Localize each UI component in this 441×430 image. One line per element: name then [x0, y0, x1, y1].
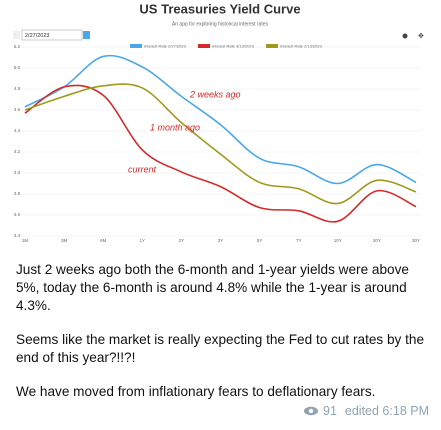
x-tick-label: 1Y — [140, 238, 146, 243]
message: Just 2 weeks ago both the 6-month and 1-… — [0, 245, 441, 430]
legend-label: Interest Rate 2/27/2023 — [144, 44, 187, 49]
chart-title: US Treasuries Yield Curve — [139, 1, 300, 16]
expand-icon[interactable]: ✥ — [418, 32, 424, 40]
message-footer: 91 edited 6:18 PM — [303, 404, 429, 418]
chart-bg — [0, 0, 441, 245]
view-count: 91 — [323, 404, 337, 418]
legend-label: Interest Rate 3/13/2023 — [212, 44, 255, 49]
x-tick-label: 6M — [100, 238, 107, 243]
message-paragraph: Seems like the market is really expectin… — [16, 332, 425, 365]
chart: US Treasuries Yield Curve An app for exp… — [0, 0, 441, 245]
y-tick-label: 4.4 — [14, 128, 21, 133]
x-tick-label: 1M — [22, 238, 29, 243]
x-tick-label: 7Y — [296, 238, 302, 243]
series-line — [24, 54, 417, 185]
y-tick-label: 3.8 — [14, 191, 21, 196]
series-line — [24, 84, 417, 223]
x-tick-label: 10Y — [334, 238, 342, 243]
x-tick-label: 20Y — [373, 238, 381, 243]
x-tick-label: 5Y — [257, 238, 263, 243]
edited-time: edited 6:18 PM — [344, 404, 429, 418]
message-paragraph: We have moved from inflationary fears to… — [16, 384, 376, 399]
x-tick-label: 2Y — [179, 238, 185, 243]
legend-swatch — [130, 44, 142, 48]
y-tick-label: 4.6 — [14, 107, 21, 112]
prev-button[interactable] — [13, 31, 20, 39]
y-tick-label: 4.8 — [14, 86, 21, 91]
x-tick-label: 3Y — [218, 238, 224, 243]
y-tick-label: 3.4 — [14, 233, 21, 238]
chart-subtitle: An app for exploring historical interest… — [172, 21, 269, 27]
message-paragraph: Just 2 weeks ago both the 6-month and 1-… — [16, 262, 409, 313]
date-input-text: 2/27/2023 — [25, 33, 49, 39]
next-button[interactable] — [83, 31, 90, 39]
y-tick-label: 5.2 — [14, 44, 21, 49]
date-input[interactable] — [21, 29, 83, 41]
series-line — [24, 83, 417, 205]
annotation: 2 weeks ago — [189, 89, 241, 99]
y-tick-label: 5.0 — [14, 65, 21, 70]
y-tick-label: 3.6 — [14, 212, 21, 217]
legend-swatch — [198, 44, 210, 48]
legend-label: Interest Rate 2/13/2023 — [280, 44, 323, 49]
settings-icon[interactable] — [402, 33, 408, 39]
y-tick-label: 4.2 — [14, 149, 21, 154]
y-tick-label: 4.0 — [14, 170, 21, 175]
annotation: 1 month ago — [150, 122, 200, 132]
x-tick-label: 3M — [61, 238, 68, 243]
annotation: current — [128, 164, 157, 174]
eye-icon — [304, 406, 318, 416]
x-tick-label: 30Y — [412, 238, 420, 243]
legend-swatch — [266, 44, 278, 48]
